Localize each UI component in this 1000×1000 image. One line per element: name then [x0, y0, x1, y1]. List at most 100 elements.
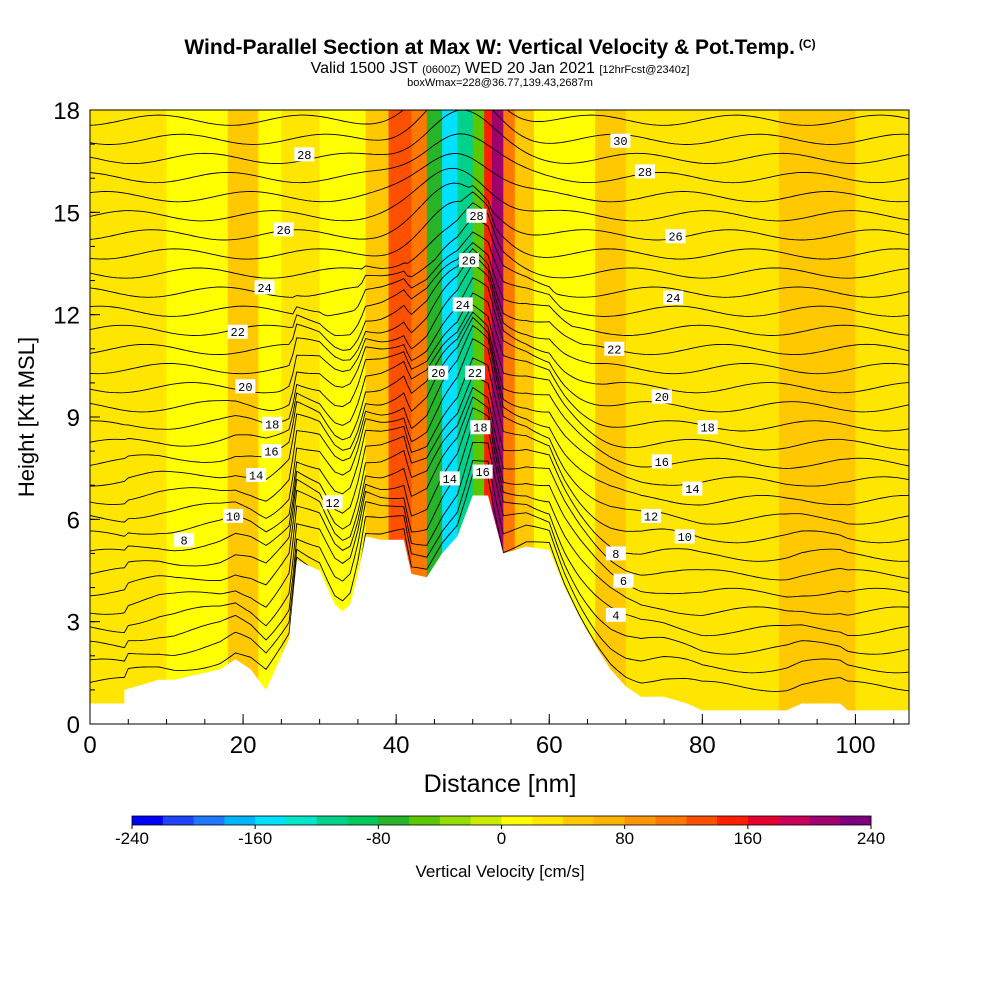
- colorbar-swatch: [655, 816, 687, 825]
- colorbar-tick-label: -80: [366, 829, 391, 848]
- chart-subtitle: Valid 1500 JST (0600Z) WED 20 Jan 2021 […: [310, 60, 690, 77]
- contour-label: 16: [264, 446, 278, 460]
- isentrope-line: [90, 167, 909, 222]
- contour-label-box: [472, 464, 493, 479]
- contour-label-box: [610, 133, 631, 148]
- contour-label: 28: [469, 210, 483, 224]
- contour-label: 20: [238, 381, 252, 395]
- isentrope-line: [90, 304, 909, 451]
- contour-label-box: [605, 546, 626, 561]
- contour-label-box: [223, 508, 244, 523]
- colorbar-swatch: [285, 816, 318, 825]
- colorbar-swatch: [132, 816, 164, 825]
- isentrope-line: [90, 460, 909, 674]
- isentrope-line: [90, 202, 909, 279]
- axes: 0 20 40 60 80 100 0 3 6 9 12 15 18: [53, 98, 895, 759]
- contour-label-box: [174, 532, 195, 547]
- isentrope-line: [90, 292, 909, 432]
- isentrope-line: [90, 407, 909, 616]
- vv-column: [855, 110, 909, 724]
- colorbar-tick-label: -160: [238, 829, 272, 848]
- contour-label: 16: [475, 466, 489, 480]
- contour-label-box: [470, 420, 491, 435]
- contour-label: 14: [685, 483, 699, 497]
- contour-label-box: [651, 454, 672, 469]
- contour-label: 18: [265, 418, 279, 432]
- isentrope-line: [90, 338, 909, 525]
- y-tick-label: 12: [53, 303, 80, 330]
- contour-label: 22: [607, 343, 621, 357]
- contour-label-box: [465, 365, 486, 380]
- isentrope-line: [90, 153, 909, 203]
- colorbar-swatch: [563, 816, 595, 825]
- colorbar-tick-label: 0: [497, 829, 506, 848]
- isentrope-line: [90, 52, 909, 106]
- contour-label: 8: [612, 548, 619, 562]
- isentrope-line: [90, 324, 909, 506]
- contour-label: 8: [181, 534, 188, 548]
- contour-label-box: [613, 573, 634, 588]
- isentrope-line: [90, 231, 909, 317]
- y-tick-label: 6: [67, 507, 80, 534]
- y-axis-label: Height [Kft MSL]: [14, 337, 39, 497]
- contour-label: 24: [666, 292, 680, 306]
- isentrope-line: [90, 263, 909, 394]
- contour-label-box: [227, 324, 248, 339]
- isentrope-line: [90, 110, 909, 126]
- x-tick-label: 100: [835, 732, 875, 759]
- contour-label: 20: [431, 367, 445, 381]
- contour-label: 26: [276, 224, 290, 238]
- vv-column: [702, 110, 780, 724]
- isentrope-line: [90, 386, 909, 581]
- isentrope-line: [90, 277, 909, 413]
- contour-label: 30: [613, 135, 627, 149]
- x-tick-label: 60: [536, 732, 563, 759]
- isentrope-line: [90, 110, 909, 145]
- x-tick-label: 0: [83, 732, 96, 759]
- chart-subtitle-box: boxWmax=228@36.77,139.43,2687m: [407, 77, 593, 89]
- contour-label-box: [641, 508, 662, 523]
- contour-label-box: [697, 420, 718, 435]
- contour-label: 14: [443, 473, 457, 487]
- contour-label-box: [235, 379, 256, 394]
- contour-label-box: [261, 444, 282, 459]
- contour-label-box: [605, 607, 626, 622]
- x-tick-label: 20: [230, 732, 257, 759]
- contour-label: 4: [612, 609, 619, 623]
- colorbar-swatch: [778, 816, 810, 825]
- contour-label-box: [665, 229, 686, 244]
- chart-title: Wind-Parallel Section at Max W: Vertical…: [184, 36, 816, 59]
- colorbar-swatch: [747, 816, 780, 825]
- isentrope-line: [90, 133, 909, 184]
- contour-label-box: [428, 365, 449, 380]
- colorbar-swatch: [316, 816, 348, 825]
- terrain-mask: [90, 495, 909, 725]
- contour-label-box: [254, 280, 275, 295]
- colorbar-swatch: [624, 816, 656, 825]
- contour-label-box: [439, 471, 460, 486]
- colorbar-swatch: [532, 816, 564, 825]
- x-tick-label: 80: [689, 732, 716, 759]
- colorbar-swatch: [193, 816, 225, 825]
- colorbar-swatch: [686, 816, 718, 825]
- contour-label: 12: [644, 510, 658, 524]
- colorbar-swatch: [378, 816, 410, 825]
- colorbar-swatch: [809, 816, 841, 825]
- isentrope-line: [90, 110, 909, 165]
- isentrope-line: [90, 423, 909, 637]
- isentrope-line: [90, 396, 909, 598]
- colorbar-swatch: [162, 816, 194, 825]
- isentrope-line: [90, 311, 909, 469]
- colorbar-tick-label: 160: [734, 829, 762, 848]
- contour-label: 10: [226, 510, 240, 524]
- contour-label-box: [452, 297, 473, 312]
- x-axis-label: Distance [nm]: [424, 770, 577, 798]
- colorbar-swatch: [409, 816, 441, 825]
- contour-label-box: [458, 253, 479, 268]
- contour-label-box: [651, 389, 672, 404]
- x-tick-label: 40: [383, 732, 410, 759]
- contour-label-box: [294, 147, 315, 162]
- vv-column: [778, 110, 857, 724]
- colorbar-label: Vertical Velocity [cm/s]: [415, 862, 585, 881]
- isentrope-line: [90, 473, 909, 692]
